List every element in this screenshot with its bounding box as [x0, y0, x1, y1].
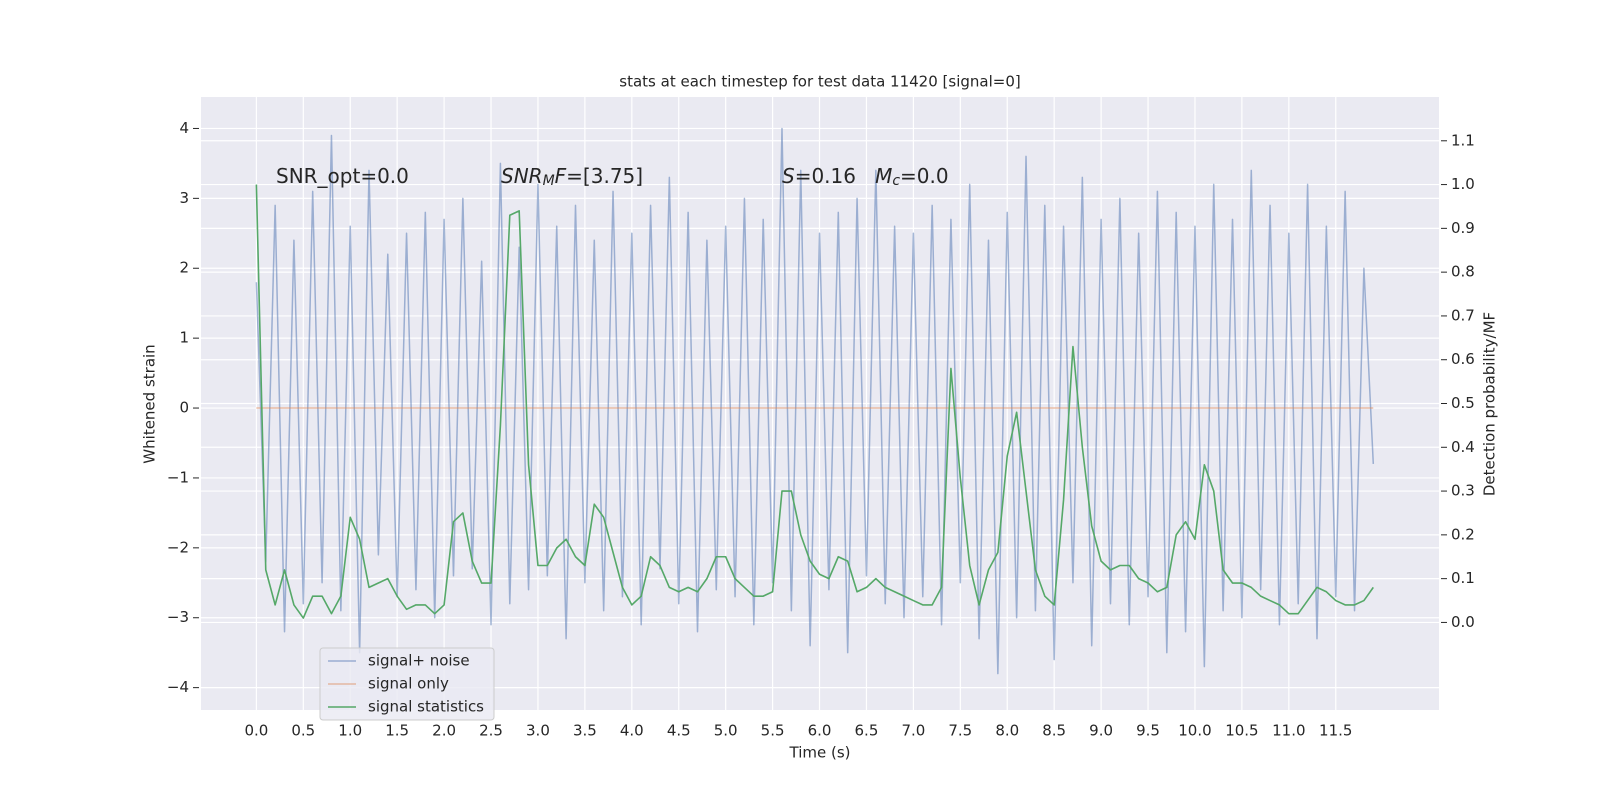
- y-axis-label: Whitened strain: [141, 344, 159, 463]
- legend-box: [319, 647, 495, 721]
- y-tick-label: −1: [167, 468, 189, 486]
- x-tick-label: 7.0: [901, 722, 925, 740]
- y-tick-label: 0: [179, 399, 189, 417]
- y2-tick-label: 0.0: [1451, 613, 1475, 631]
- y2-tick-label: 0.4: [1451, 438, 1475, 456]
- x-axis-label: Time (s): [789, 744, 851, 762]
- annotation-part: M: [543, 173, 555, 189]
- x-tick-label: 3.5: [573, 722, 597, 740]
- y-tick-label: −3: [167, 608, 189, 626]
- legend-label: signal statistics: [368, 698, 484, 716]
- x-tick-label: 4.5: [667, 722, 691, 740]
- annotation: SNR_opt=0.0: [276, 164, 409, 188]
- y2-tick-label: 0.8: [1451, 263, 1475, 281]
- series-line: [255, 127, 1375, 675]
- annotation-part: M: [875, 164, 892, 188]
- y-tick-label: 3: [179, 189, 189, 207]
- y2-tick-label: 1.0: [1451, 175, 1475, 193]
- y2-tick-label: 0.2: [1451, 525, 1475, 543]
- y-tick-label: −2: [167, 538, 189, 556]
- y-tick-label: 2: [179, 259, 189, 277]
- x-tick-label: 9.5: [1136, 722, 1160, 740]
- x-tick-label: 6.0: [808, 722, 832, 740]
- y2-tick-label: 0.9: [1451, 219, 1475, 237]
- legend-label: signal only: [368, 675, 449, 693]
- x-tick-label: 1.5: [385, 722, 409, 740]
- x-tick-label: 6.5: [855, 722, 879, 740]
- y-tick-label: −4: [167, 678, 189, 696]
- x-tick-label: 7.5: [948, 722, 972, 740]
- x-tick-label: 11.5: [1319, 722, 1352, 740]
- x-tick-label: 2.0: [432, 722, 456, 740]
- x-tick-label: 0.0: [244, 722, 268, 740]
- series-line: [255, 184, 1374, 619]
- x-tick-label: 3.0: [526, 722, 550, 740]
- annotation-part: c: [892, 173, 900, 189]
- annotation-part: SNR_opt=0.0: [276, 164, 409, 188]
- legend: signal+ noise signal only signal statistic…: [319, 647, 495, 721]
- y2-tick-label: 0.5: [1451, 394, 1475, 412]
- annotation-part: =0.0: [900, 164, 949, 188]
- x-tick-label: 10.5: [1225, 722, 1258, 740]
- x-tick-label: 10.0: [1178, 722, 1211, 740]
- y2-axis-label: Detection probability/MF: [1481, 312, 1499, 496]
- x-tick-label: 5.0: [714, 722, 738, 740]
- annotation: SNRMF=[3.75]: [501, 164, 643, 189]
- annotation-part: =0.16: [795, 164, 875, 188]
- x-tick-label: 8.5: [1042, 722, 1066, 740]
- x-tick-label: 2.5: [479, 722, 503, 740]
- y2-tick-label: 0.3: [1451, 482, 1475, 500]
- annotation-part: S: [782, 164, 795, 188]
- annotation: S=0.16 Mc=0.0: [782, 164, 949, 189]
- x-tick-label: 1.0: [338, 722, 362, 740]
- x-tick-label: 0.5: [291, 722, 315, 740]
- annotation-part: F: [555, 164, 567, 188]
- x-tick-label: 9.0: [1089, 722, 1113, 740]
- y2-tick-label: 0.1: [1451, 569, 1475, 587]
- x-tick-label: 5.5: [761, 722, 785, 740]
- y-tick-label: 4: [179, 119, 189, 137]
- annotation-part: SNR: [501, 164, 543, 188]
- x-tick-label: 11.0: [1272, 722, 1305, 740]
- chart-title: stats at each timestep for test data 114…: [619, 73, 1020, 91]
- y2-tick-label: 0.6: [1451, 350, 1475, 368]
- y-tick-label: 1: [179, 329, 189, 347]
- annotation-part: =[3.75]: [566, 164, 643, 188]
- y2-tick-label: 0.7: [1451, 306, 1475, 324]
- legend-label: signal+ noise: [368, 652, 470, 670]
- x-tick-label: 8.0: [995, 722, 1019, 740]
- y2-tick-label: 1.1: [1451, 131, 1475, 149]
- x-tick-label: 4.0: [620, 722, 644, 740]
